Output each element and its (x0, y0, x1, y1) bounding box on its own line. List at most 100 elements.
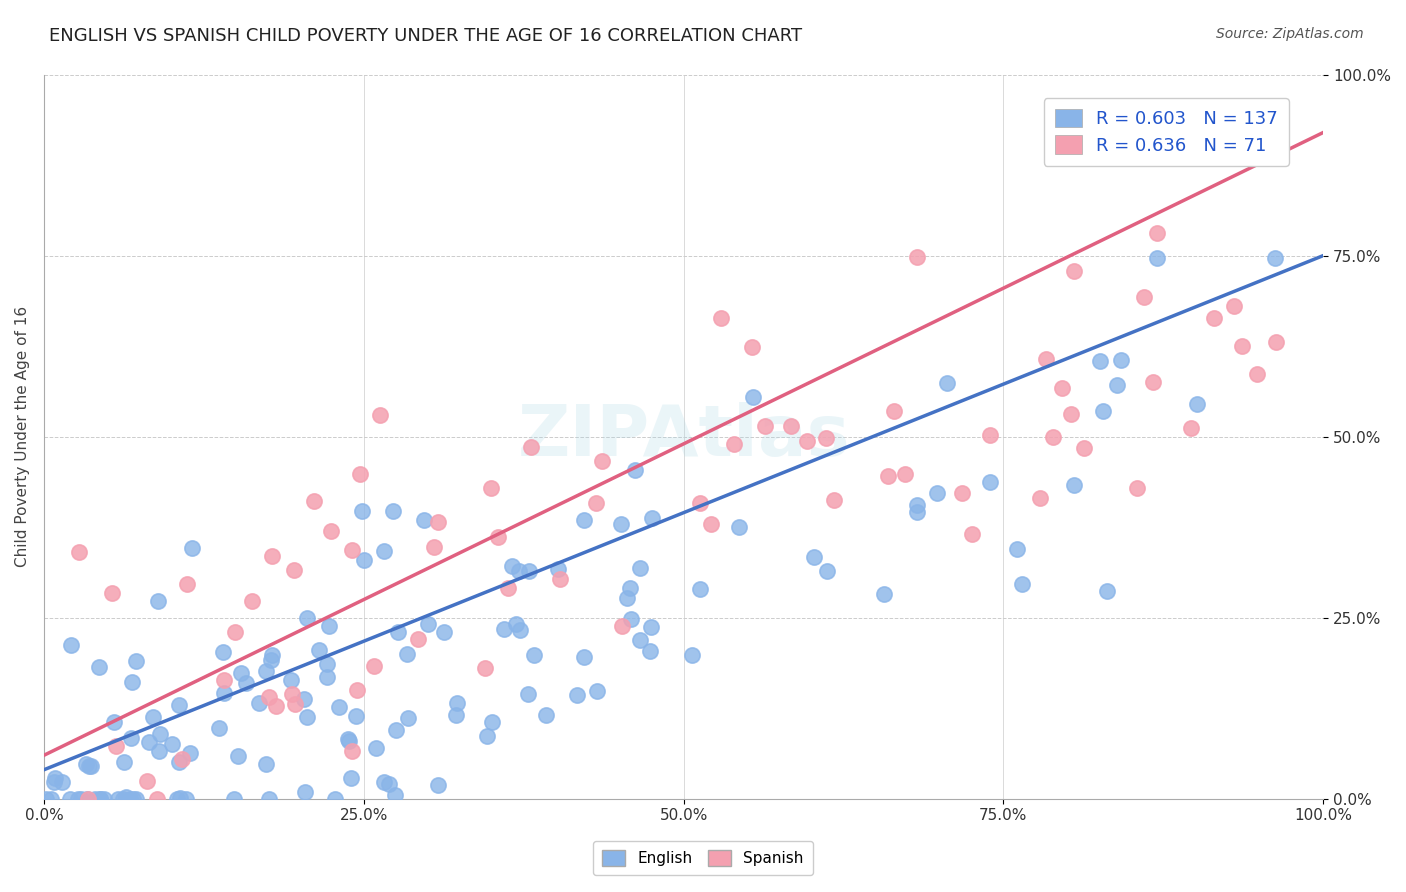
Point (373, 543, 395, 558)
Point (1142, 375, 1164, 389)
Point (80, 759, 103, 773)
Point (1097, 583, 1119, 598)
Legend: English, Spanish: English, Spanish (593, 841, 813, 875)
Point (565, 688, 588, 702)
Point (1073, 441, 1095, 455)
Point (496, 581, 519, 595)
Point (689, 496, 711, 510)
Point (297, 710, 319, 724)
Point (138, 735, 160, 749)
Point (254, 757, 277, 772)
Point (519, 565, 541, 579)
Point (742, 390, 765, 404)
Point (125, 654, 148, 668)
Point (66, 791, 89, 805)
Point (121, 674, 143, 689)
Point (1063, 478, 1085, 492)
Point (148, 744, 170, 758)
Point (619, 581, 641, 595)
Point (418, 616, 440, 631)
Point (179, 746, 201, 760)
Point (224, 625, 246, 640)
Point (160, 738, 183, 752)
Point (523, 648, 546, 663)
Point (336, 731, 359, 746)
Point (624, 462, 647, 476)
Point (508, 564, 530, 578)
Point (1246, 367, 1268, 381)
Point (950, 486, 973, 500)
Point (387, 624, 409, 639)
Point (340, 743, 363, 757)
Point (170, 752, 193, 766)
Point (135, 774, 157, 789)
Point (262, 648, 284, 663)
Point (292, 691, 315, 706)
Point (349, 467, 371, 481)
Point (75, 756, 97, 771)
Point (877, 468, 900, 483)
Point (283, 563, 305, 577)
Point (1126, 481, 1149, 495)
Point (363, 659, 385, 673)
Point (76, 791, 98, 805)
Point (180, 541, 202, 556)
Point (883, 404, 905, 418)
Point (59, 791, 82, 805)
Point (294, 785, 316, 799)
Point (304, 494, 326, 508)
Point (384, 788, 406, 802)
Point (873, 587, 896, 601)
Point (396, 711, 419, 725)
Point (815, 564, 838, 578)
Point (1011, 576, 1033, 591)
Point (396, 647, 419, 661)
Point (741, 340, 763, 354)
Point (280, 673, 302, 687)
Point (905, 505, 928, 519)
Point (547, 562, 569, 576)
Point (572, 650, 595, 665)
Point (340, 542, 363, 557)
Point (505, 617, 527, 632)
Point (641, 510, 664, 524)
Point (149, 727, 172, 741)
Point (422, 540, 444, 554)
Point (211, 645, 233, 659)
Point (176, 791, 198, 805)
Point (169, 791, 191, 805)
Point (229, 665, 252, 680)
Point (166, 791, 188, 805)
Point (44, 772, 66, 786)
Point (1133, 290, 1156, 304)
Point (264, 698, 287, 713)
Point (979, 428, 1001, 442)
Point (509, 624, 531, 638)
Point (118, 791, 141, 805)
Point (260, 549, 283, 563)
Point (1091, 404, 1114, 418)
Point (1146, 226, 1168, 240)
Point (121, 791, 143, 805)
Point (700, 517, 723, 532)
Point (1060, 407, 1083, 421)
Point (1005, 541, 1028, 556)
Point (426, 778, 449, 792)
Point (368, 408, 391, 422)
Point (100, 586, 122, 600)
Point (212, 685, 235, 699)
Point (373, 775, 395, 789)
Point (337, 734, 360, 748)
Point (59, 638, 82, 652)
Point (257, 690, 280, 705)
Point (318, 619, 340, 633)
Point (212, 673, 235, 688)
Point (323, 791, 346, 805)
Point (474, 660, 496, 674)
Point (366, 741, 388, 756)
Point (222, 791, 245, 805)
Point (1223, 299, 1246, 313)
Point (803, 550, 825, 565)
Point (328, 700, 350, 714)
Point (112, 791, 135, 805)
